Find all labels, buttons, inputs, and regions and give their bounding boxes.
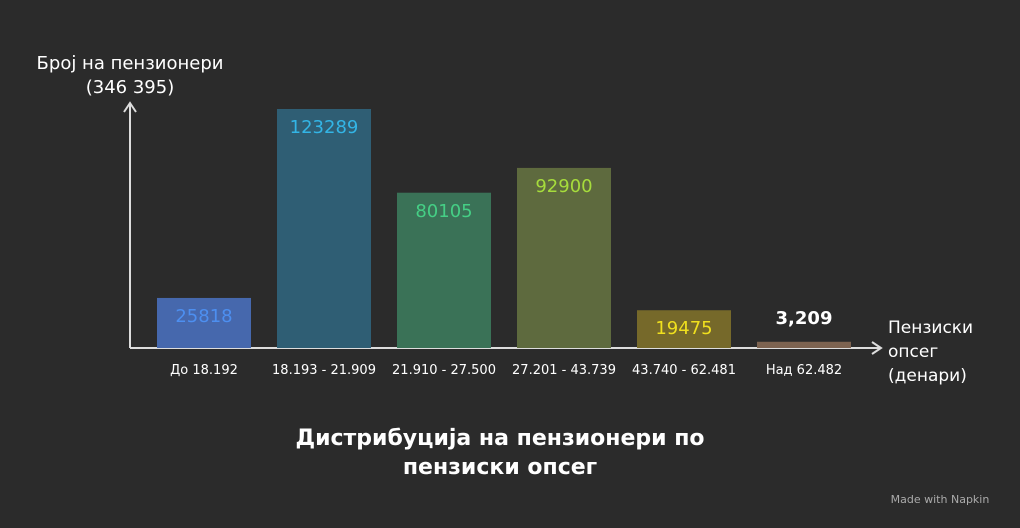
x-tick-label: 43.740 - 62.481 xyxy=(632,363,736,378)
x-tick-label: Над 62.482 xyxy=(765,363,843,378)
bar xyxy=(397,192,491,348)
bar xyxy=(517,167,611,348)
x-tick-label: 21.910 - 27.500 xyxy=(392,363,496,378)
x-tick-label: До 18.192 xyxy=(170,363,238,378)
y-arrow xyxy=(123,101,137,113)
value-label: 80105 xyxy=(415,200,473,222)
x-tick-label: 27.201 - 43.739 xyxy=(512,363,616,378)
y-axis-label: Број на пензионери (346 395) xyxy=(36,53,224,98)
value-label: 19475 xyxy=(655,318,713,340)
chart-title: Дистрибуција на пензионери по пензиски о… xyxy=(295,426,705,480)
bar xyxy=(757,341,851,348)
bar xyxy=(637,310,731,348)
x-tick-label: 18.193 - 21.909 xyxy=(272,363,376,378)
watermark: Made with Napkin xyxy=(890,493,990,506)
bar xyxy=(157,297,251,348)
value-label: 25818 xyxy=(175,305,233,327)
value-label: 3,209 xyxy=(775,307,833,329)
bar xyxy=(277,109,371,348)
value-label: 92900 xyxy=(535,175,593,197)
x-arrow xyxy=(871,341,883,355)
value-label: 123289 xyxy=(289,117,359,138)
x-axis-label: Пензиски опсег (денари) xyxy=(888,318,974,386)
